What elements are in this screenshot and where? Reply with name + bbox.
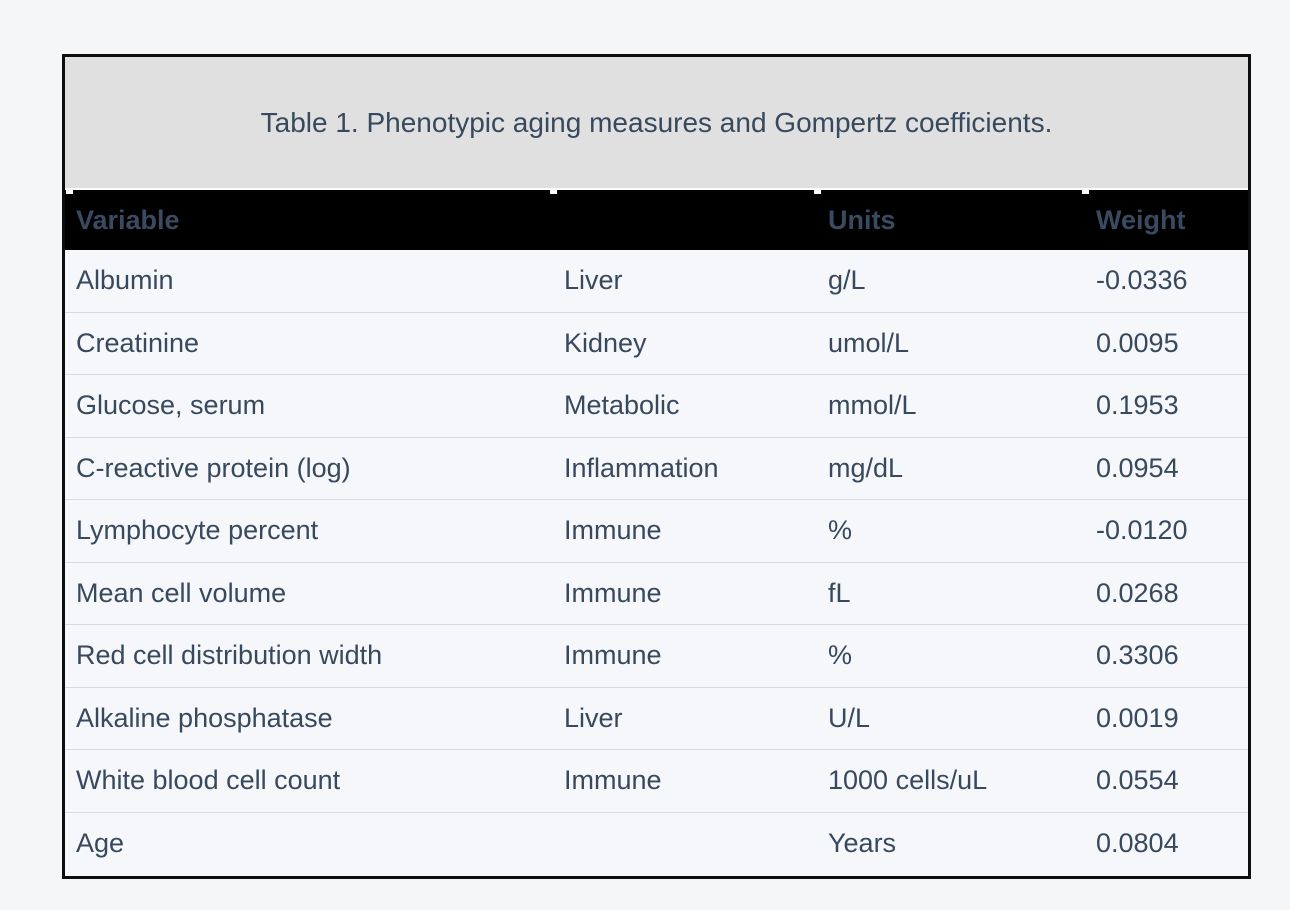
table-body: Albumin Liver g/L -0.0336 Creatinine Kid… [65, 250, 1248, 875]
table-title: Table 1. Phenotypic aging measures and G… [260, 106, 1053, 138]
cell-units: g/L [828, 265, 866, 296]
cell-variable: Lymphocyte percent [76, 515, 319, 546]
cell-weight: 0.0954 [1096, 452, 1179, 483]
cell-weight: 0.0095 [1096, 327, 1179, 358]
cell-system: Immune [564, 515, 662, 546]
table-row: Age Years 0.0804 [65, 812, 1248, 875]
table-row: C-reactive protein (log) Inflammation mg… [65, 437, 1248, 500]
table-row: Mean cell volume Immune fL 0.0268 [65, 562, 1248, 625]
cell-variable: Alkaline phosphatase [76, 702, 333, 733]
header-variable: Variable [76, 204, 180, 235]
cell-variable: Mean cell volume [76, 577, 287, 608]
column-divider-tick [1082, 190, 1089, 194]
table-row: Alkaline phosphatase Liver U/L 0.0019 [65, 687, 1248, 750]
header-units: Units [828, 204, 896, 235]
cell-variable: C-reactive protein (log) [76, 452, 351, 483]
table-row: Creatinine Kidney umol/L 0.0095 [65, 312, 1248, 375]
table-row: Lymphocyte percent Immune % -0.0120 [65, 500, 1248, 563]
column-divider-tick [550, 190, 557, 194]
cell-system: Immune [564, 765, 662, 796]
cell-weight: 0.0268 [1096, 577, 1179, 608]
cell-system: Metabolic [564, 390, 680, 421]
cell-variable: Red cell distribution width [76, 640, 383, 671]
cell-units: Years [828, 828, 897, 859]
column-divider-tick [814, 190, 821, 194]
cell-variable: Albumin [76, 265, 174, 296]
cell-weight: 0.0019 [1096, 702, 1179, 733]
column-divider-tick [66, 190, 73, 194]
cell-variable: Creatinine [76, 327, 200, 358]
cell-weight: -0.0336 [1096, 265, 1188, 296]
cell-variable: Glucose, serum [76, 390, 266, 421]
cell-variable: Age [76, 828, 125, 859]
cell-units: U/L [828, 702, 871, 733]
cell-system: Inflammation [564, 452, 719, 483]
table-header-row: Variable Units Weight [65, 190, 1248, 250]
phenotypic-aging-table: Table 1. Phenotypic aging measures and G… [62, 54, 1251, 879]
cell-units: fL [828, 577, 851, 608]
cell-units: % [828, 640, 853, 671]
cell-weight: 0.3306 [1096, 640, 1179, 671]
cell-units: 1000 cells/uL [828, 765, 988, 796]
table-row: Red cell distribution width Immune % 0.3… [65, 625, 1248, 688]
cell-system: Liver [564, 702, 623, 733]
cell-units: umol/L [828, 327, 910, 358]
cell-weight: -0.0120 [1096, 515, 1188, 546]
cell-system: Liver [564, 265, 623, 296]
table-title-band: Table 1. Phenotypic aging measures and G… [65, 57, 1248, 190]
table-row: Albumin Liver g/L -0.0336 [65, 250, 1248, 313]
cell-weight: 0.1953 [1096, 390, 1179, 421]
table-row: White blood cell count Immune 1000 cells… [65, 750, 1248, 813]
cell-units: % [828, 515, 853, 546]
cell-weight: 0.0554 [1096, 765, 1179, 796]
cell-system: Immune [564, 577, 662, 608]
cell-units: mmol/L [828, 390, 917, 421]
cell-variable: White blood cell count [76, 765, 341, 796]
cell-system: Immune [564, 640, 662, 671]
cell-units: mg/dL [828, 452, 904, 483]
cell-weight: 0.0804 [1096, 828, 1179, 859]
header-weight: Weight [1096, 204, 1186, 235]
table-row: Glucose, serum Metabolic mmol/L 0.1953 [65, 375, 1248, 438]
cell-system: Kidney [564, 327, 647, 358]
